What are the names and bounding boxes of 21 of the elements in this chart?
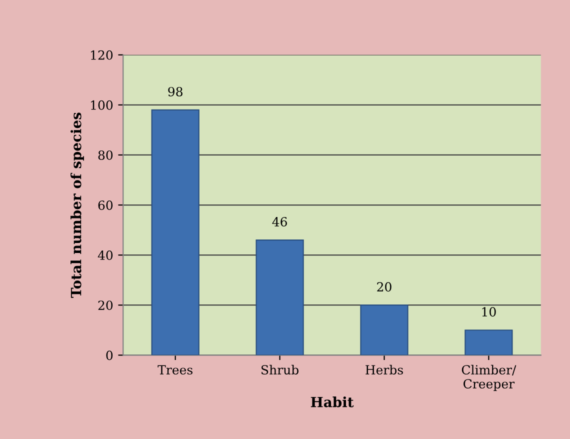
y-axis-title: Total number of species [70, 112, 84, 298]
x-tick-label: Shrub [262, 364, 298, 375]
data-label: 46 [272, 217, 287, 227]
x-tick-label: Climber/ Creeper [462, 364, 516, 391]
bar [256, 239, 304, 356]
y-tick-label: 120 [91, 50, 113, 60]
data-label: 20 [377, 282, 392, 292]
y-tick-label: 0 [106, 350, 113, 360]
x-tick-label: Herbs [366, 364, 403, 375]
y-tick-label: 20 [98, 300, 113, 310]
y-tick-label: 40 [98, 250, 113, 260]
x-axis-title: Habit [310, 396, 354, 408]
bar [464, 330, 513, 356]
x-tick-label: Trees [158, 365, 192, 375]
bar [360, 304, 408, 356]
data-label: 98 [168, 86, 182, 96]
y-tick-label: 80 [98, 150, 113, 160]
y-tick-label: 100 [91, 100, 113, 110]
data-label: 10 [482, 307, 496, 317]
y-tick-label: 60 [98, 200, 113, 210]
bar [151, 109, 200, 356]
